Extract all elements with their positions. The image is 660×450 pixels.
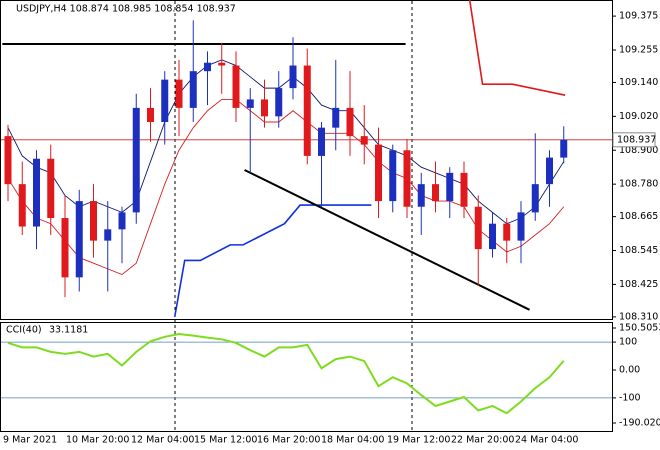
candle-body — [147, 107, 154, 123]
moving-average — [7, 98, 565, 276]
price-box — [612, 132, 656, 148]
candle-body — [403, 150, 411, 207]
x-tick-label: 18 Mar 04:00 — [321, 435, 384, 446]
candle-body — [161, 79, 169, 123]
candle-body — [360, 136, 368, 145]
candle-body — [90, 201, 97, 241]
candle-body — [474, 206, 482, 250]
candle-body — [61, 218, 69, 278]
x-tick-label: 10 Mar 20:00 — [66, 435, 129, 446]
candle-body — [232, 65, 240, 108]
candle-body — [175, 79, 183, 108]
candle-body — [289, 65, 297, 89]
candle-body — [218, 62, 226, 66]
candle-body — [189, 71, 197, 108]
candle-body — [531, 184, 539, 213]
x-tick-label: 24 Mar 04:00 — [515, 435, 578, 446]
candle-body — [503, 223, 511, 241]
y-tick-label: 108.665 — [619, 211, 658, 222]
cci-name: CCI(40) — [6, 325, 42, 336]
candle-body — [4, 136, 12, 185]
candle-body — [246, 99, 254, 108]
x-tick-label: 12 Mar 04:00 — [131, 435, 194, 446]
candle-body — [432, 184, 439, 202]
candle-body — [275, 88, 283, 117]
y-tick-label: 109.255 — [619, 44, 658, 55]
candle-body — [375, 144, 382, 202]
x-tick-label: 22 Mar 20:00 — [451, 435, 514, 446]
price-label: 108.937 — [617, 134, 656, 145]
y-tick-label: 108.780 — [619, 179, 658, 190]
y-tick-label: 108.425 — [619, 279, 658, 290]
cci-value: 33.1181 — [49, 325, 88, 336]
step-line — [173, 204, 372, 318]
y-tick-label: 108.900 — [619, 145, 658, 156]
candle-body — [204, 62, 211, 72]
candle-body — [132, 107, 140, 213]
cci-tick-label: -100 — [619, 392, 641, 403]
candle-body — [446, 172, 454, 202]
x-tick-label: 16 Mar 20:00 — [257, 435, 320, 446]
candle-body — [75, 201, 83, 278]
candle-body — [318, 127, 325, 156]
x-tick-label: 19 Mar 12:00 — [387, 435, 450, 446]
trend-line — [244, 169, 530, 311]
main-frame — [0, 0, 613, 320]
x-tick-label: 15 Mar 12:00 — [194, 435, 257, 446]
candle-body — [389, 150, 397, 202]
candle-body — [332, 107, 340, 128]
candle-body — [303, 65, 311, 156]
chart-title: USDJPY,H4 108.874 108.985 108.854 108.93… — [16, 4, 236, 15]
step-line — [468, 0, 566, 96]
candle-body — [18, 184, 26, 227]
y-tick-label: 109.375 — [619, 11, 658, 22]
candle-body — [33, 158, 40, 227]
candle-body — [489, 223, 496, 250]
candle-body — [546, 157, 553, 185]
cci-tick-label: 150.5053 — [619, 323, 660, 334]
moving-average — [7, 59, 565, 225]
cci-frame — [0, 322, 613, 432]
cci-tick-label: 0.00 — [619, 364, 640, 375]
candle-body — [417, 184, 425, 207]
y-tick-label: 108.545 — [619, 245, 658, 256]
candle-body — [47, 158, 55, 219]
candle-body — [560, 139, 568, 158]
candle-body — [346, 107, 354, 137]
candle-body — [261, 99, 268, 117]
y-tick-label: 108.310 — [619, 311, 658, 322]
candle-body — [104, 229, 112, 241]
candle-body — [118, 212, 126, 230]
cci-tick-label: -190.0207 — [619, 418, 660, 429]
cci-tick-label: 100 — [619, 337, 637, 348]
candle-body — [460, 172, 468, 207]
cci-line — [7, 332, 565, 415]
y-tick-label: 109.140 — [619, 77, 658, 88]
y-tick-label: 109.020 — [619, 111, 658, 122]
candle-body — [517, 212, 525, 241]
x-tick-label: 9 Mar 2021 — [3, 435, 57, 446]
